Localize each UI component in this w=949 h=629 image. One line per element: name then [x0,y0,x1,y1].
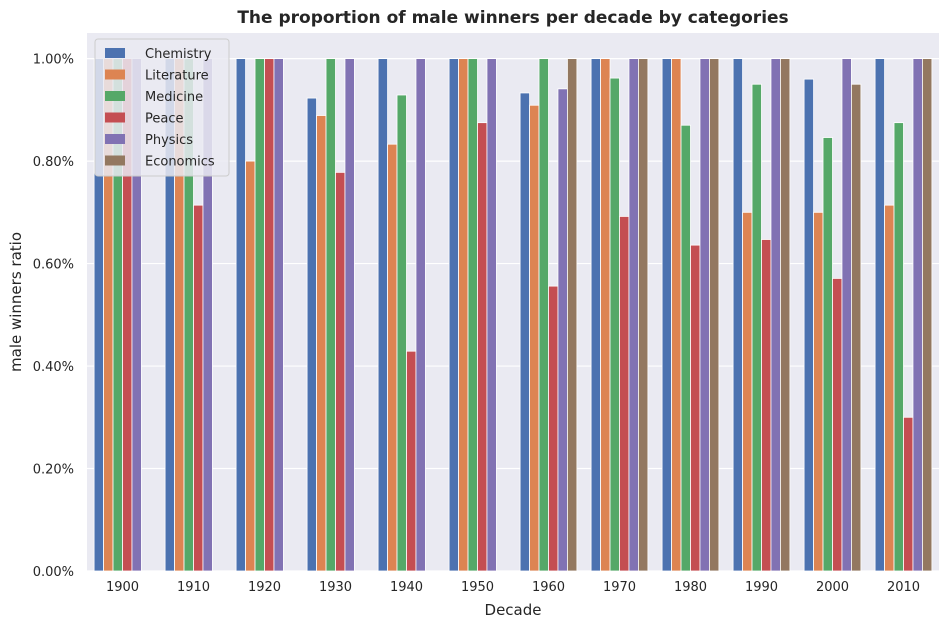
bar-medicine-1950 [467,58,478,572]
y-tick-label: 0.40% [33,360,74,375]
bar-medicine-1930 [325,58,336,572]
bar-medicine-1980 [680,124,691,572]
x-tick-label: 1990 [745,580,778,595]
bar-chemistry-1940 [377,58,388,572]
bar-literature-2010 [884,204,895,572]
y-tick-label: 1.00% [33,53,74,68]
y-tick-label: 0.80% [33,155,74,170]
bar-physics-1960 [557,88,568,572]
bar-peace-1960 [548,285,559,572]
bar-chemistry-1920 [235,58,246,572]
x-tick-label: 1910 [177,580,210,595]
bar-chemistry-1950 [448,58,459,572]
legend-label-physics: Physics [145,133,193,148]
bar-literature-1920 [245,160,256,572]
bar-literature-1930 [316,115,327,572]
bar-economics-1980 [709,58,720,572]
bar-medicine-2010 [893,122,904,572]
bar-literature-1970 [600,58,611,572]
bar-chemistry-1930 [306,97,317,572]
legend-label-chemistry: Chemistry [145,47,212,62]
legend-swatch-physics [105,134,125,144]
legend-swatch-economics [105,155,125,166]
bar-chemistry-1980 [661,58,672,572]
bar-literature-1960 [529,104,540,572]
legend-box [94,38,230,177]
bar-literature-1940 [387,143,398,572]
x-tick-label: 1900 [106,580,139,595]
bar-economics-1990 [780,58,791,572]
bar-peace-1940 [406,350,417,572]
bar-peace-1930 [335,171,346,572]
bar-medicine-1970 [609,77,620,572]
bar-peace-2000 [832,278,843,572]
bar-peace-1920 [264,58,275,572]
y-axis-label: male winners ratio [7,232,25,372]
bar-chemistry-1990 [732,58,743,572]
bar-peace-2010 [903,416,914,572]
bar-medicine-1940 [396,94,407,572]
bar-peace-1980 [690,244,701,572]
bar-physics-1970 [628,58,639,572]
bar-medicine-1960 [538,58,549,572]
bar-literature-1990 [742,211,753,572]
bar-economics-2010 [922,58,933,572]
x-tick-label: 1980 [674,580,707,595]
x-axis-label: Decade [485,601,542,619]
bar-physics-1950 [486,58,497,572]
bar-physics-1940 [415,58,426,572]
y-axis-ticks: 0.00% 0.20% 0.40% 0.60% 0.80% 1.00% [33,53,74,580]
bar-physics-2010 [912,58,923,572]
y-tick-label: 0.20% [33,463,74,478]
bar-economics-2000 [851,83,862,572]
chart-title: The proportion of male winners per decad… [237,8,788,28]
legend-label-peace: Peace [145,112,184,127]
bar-literature-1980 [671,58,682,572]
x-tick-label: 2010 [887,580,920,595]
y-tick-label: 0.00% [33,565,74,580]
bar-medicine-2000 [822,137,833,572]
bar-peace-1950 [477,122,488,572]
x-tick-label: 1930 [319,580,352,595]
bar-economics-1970 [638,58,649,572]
bar-literature-1950 [458,58,469,572]
bar-chemistry-1970 [590,58,601,572]
bar-physics-1980 [699,58,710,572]
x-tick-label: 1960 [532,580,565,595]
bar-literature-2000 [813,211,824,572]
x-tick-label: 1970 [603,580,636,595]
bar-physics-2000 [841,58,852,572]
legend-label-literature: Literature [145,69,209,84]
bar-physics-1930 [344,58,355,572]
grid-lines [87,58,939,572]
legend-label-economics: Economics [145,155,215,170]
bar-chemistry-2010 [874,58,885,572]
x-tick-label: 2000 [816,580,849,595]
bar-chemistry-1960 [519,92,530,572]
bar-peace-1970 [619,216,630,572]
legend: Chemistry Literature Medicine Peace Physics E… [94,38,230,177]
legend-swatch-medicine [105,91,125,101]
bar-peace-1990 [761,239,772,572]
bars-group [93,58,933,572]
y-tick-label: 0.60% [33,258,74,273]
bar-medicine-1990 [751,83,762,572]
x-tick-label: 1920 [248,580,281,595]
legend-label-medicine: Medicine [145,90,203,105]
x-tick-label: 1940 [390,580,423,595]
bar-physics-1920 [273,58,284,572]
bar-peace-1910 [193,204,204,572]
bar-physics-1990 [770,58,781,572]
bar-economics-1960 [567,58,578,572]
x-axis-ticks: 1900 1910 1920 1930 1940 1950 1960 1970 1980 1990… [106,580,920,595]
bar-medicine-1920 [254,58,265,572]
legend-swatch-literature [105,69,125,80]
legend-swatch-peace [105,112,125,123]
legend-swatch-chemistry [105,48,125,58]
bar-chemistry-2000 [803,78,814,572]
x-tick-label: 1950 [461,580,494,595]
